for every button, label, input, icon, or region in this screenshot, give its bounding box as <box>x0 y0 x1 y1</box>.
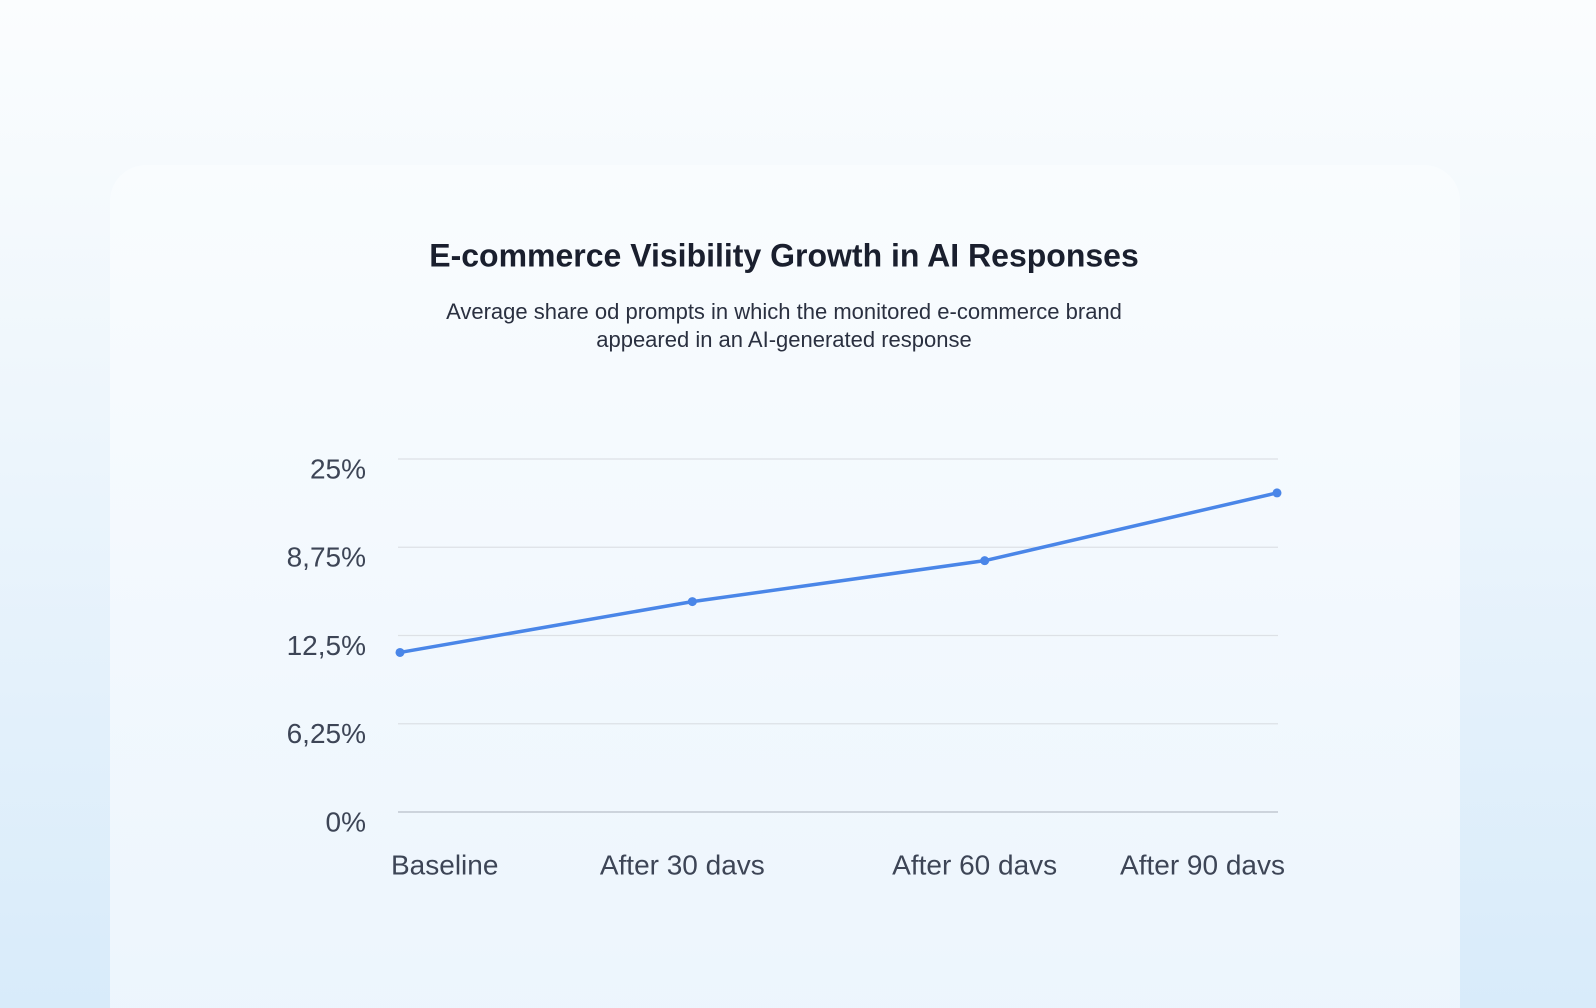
y-tick-label: 6,25% <box>287 718 366 749</box>
chart-subtitle: appeared in an AI-generated response <box>596 327 972 352</box>
chart-title: E-commerce Visibility Growth in AI Respo… <box>429 237 1139 273</box>
point <box>1272 488 1282 498</box>
x-tick-label: After 30 davs <box>600 849 765 880</box>
y-tick-label: 12,5% <box>287 630 366 661</box>
x-tick-label: Baseline <box>391 849 498 880</box>
y-tick-label: 25% <box>310 453 366 484</box>
point <box>395 647 405 657</box>
x-tick-label: After 90 davs <box>1120 849 1285 880</box>
point <box>980 556 990 566</box>
x-tick-label: After 60 davs <box>892 849 1057 880</box>
line <box>399 491 1278 655</box>
chart-subtitle: Average share od prompts in which the mo… <box>446 299 1122 324</box>
y-tick-label: 8,75% <box>287 542 366 573</box>
y-tick-label: 0% <box>326 806 366 837</box>
point <box>687 597 697 607</box>
card <box>110 165 1460 1008</box>
